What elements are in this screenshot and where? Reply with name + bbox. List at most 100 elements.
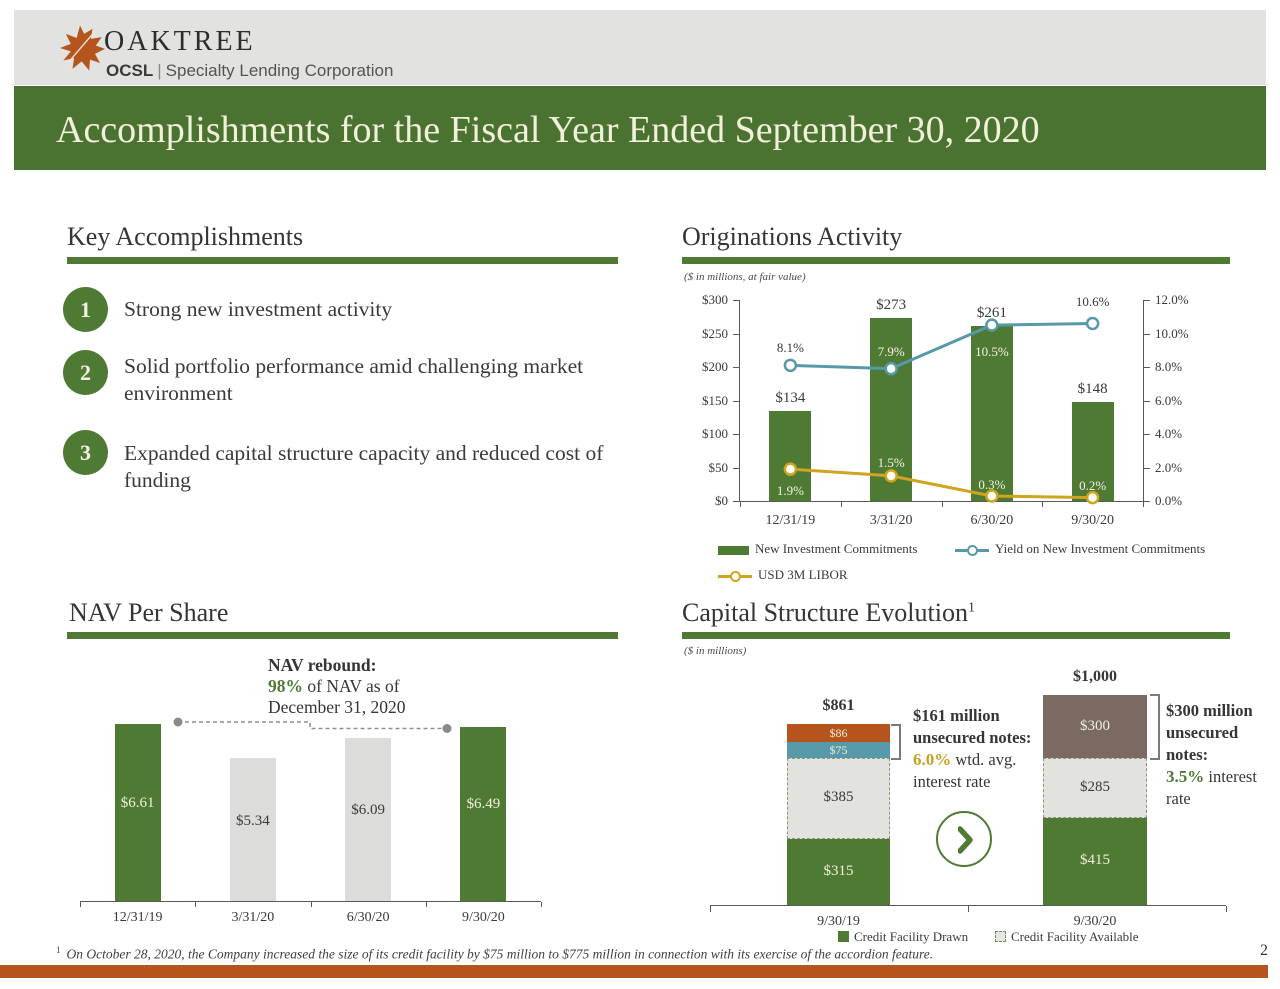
note-rate: 3.5% [1166, 767, 1205, 786]
x-axis-label: 6/30/20 [346, 910, 390, 925]
note-label: unsecured notes: [1166, 723, 1239, 764]
dashed-connector [178, 721, 447, 730]
x-axis-tick [541, 902, 542, 907]
callout-date: December 31, 2020 [268, 697, 406, 717]
orig-bar [970, 326, 1013, 501]
line-marker [985, 489, 999, 503]
originations-chart: $134 $273 $261 $148 $300 12.0% $250 10.0% $200 8.… [702, 292, 1189, 528]
line-path [790, 467, 1093, 500]
legend-new-investment-commitments: New Investment Commitments [718, 541, 917, 557]
line-marker [1085, 316, 1100, 331]
right-axis-label: 10.0% [1155, 325, 1189, 341]
bar-total-value: $1,000 [1073, 668, 1117, 685]
unsecured-notes-300-callout: $300 million unsecured notes: 3.5% inter… [1166, 700, 1280, 810]
nav-bar [229, 758, 276, 901]
teal-line-swatch-icon [955, 544, 989, 556]
x-axis-tick [1226, 906, 1227, 912]
capital-rule [682, 632, 1230, 639]
orig-bar-value: $261 [976, 305, 1007, 322]
x-axis-tick [968, 906, 969, 912]
left-axis-tick [733, 333, 739, 335]
right-axis-line [1143, 300, 1144, 501]
left-axis-line [739, 300, 740, 501]
note-amount: $300 million [1166, 701, 1253, 720]
legend-yield: Yield on New Investment Commitments [955, 541, 1205, 557]
connector-dot [173, 717, 183, 727]
left-axis-tick [733, 467, 739, 469]
segment-value: $86 [829, 726, 848, 741]
orig-bar [1071, 401, 1114, 501]
nav-rule [67, 632, 618, 639]
accomplishment-number-1: 1 [63, 287, 108, 332]
capital-subtitle: ($ in millions) [684, 645, 747, 657]
x-axis-tick [310, 902, 312, 907]
right-axis-tick [1144, 367, 1150, 368]
page-number: 2 [1260, 942, 1268, 959]
nav-bar-value: $6.61 [120, 794, 155, 811]
line-value-label: 0.2% [1079, 477, 1107, 493]
x-axis-label: 9/30/19 [817, 914, 860, 929]
stack-segment [787, 758, 890, 839]
capital-heading-footref: 1 [967, 600, 975, 616]
accomplishment-number-3: 3 [63, 430, 108, 475]
originations-subtitle: ($ in millions, at fair value) [684, 271, 806, 283]
callout-percent: 98% [268, 676, 303, 696]
segment-value: $300 [1080, 717, 1110, 734]
originations-heading: Originations Activity [682, 222, 903, 251]
note-rate-text2: interest rate [913, 772, 991, 791]
brand-subtitle: OCSL | Specialty Lending Corporation [106, 61, 393, 81]
line-marker [1085, 490, 1100, 505]
nav-bar-value: $6.09 [351, 802, 385, 819]
right-axis-label: 12.0% [1155, 292, 1189, 307]
left-axis-tick [733, 367, 739, 368]
note-amount: $161 million [913, 706, 1000, 725]
orig-bar-value: $134 [775, 390, 806, 407]
x-axis-label: 6/30/20 [970, 513, 1014, 528]
x-axis-label: 9/30/20 [1073, 914, 1117, 929]
left-axis-label: $0 [715, 493, 728, 508]
legend-credit-facility-drawn: Credit Facility Drawn [838, 929, 968, 945]
right-axis-tick [1144, 434, 1150, 435]
bottom-axis-tick [740, 502, 741, 507]
capital-heading: Capital Structure Evolution1 [682, 598, 975, 628]
dashed-square-swatch-icon [995, 931, 1006, 942]
bar-total-value: $861 [822, 697, 855, 715]
nav-rebound-connector [173, 717, 452, 733]
stack-segment [1043, 695, 1147, 758]
bottom-axis-tick [1143, 502, 1144, 507]
x-axis-tick [425, 902, 427, 907]
nav-bar [345, 738, 392, 901]
segment-value: $315 [823, 862, 854, 879]
nav-bar [460, 727, 507, 901]
right-axis-tick [1144, 333, 1150, 335]
stack-segment [787, 838, 890, 905]
legend-libor: USD 3M LIBOR [718, 567, 848, 583]
line-marker [884, 469, 898, 483]
note-rate-text: wtd. avg. [951, 750, 1017, 769]
right-axis-label: 0.0% [1155, 493, 1183, 508]
x-axis-label: 9/30/20 [1071, 513, 1115, 528]
segment-value: $75 [829, 743, 848, 758]
x-axis-label: 3/31/20 [231, 910, 275, 925]
nav-rebound-callout: NAV rebound: 98% of NAV as of December 3… [268, 655, 406, 718]
callout-title: NAV rebound: [268, 655, 377, 675]
footnote-text: On October 28, 2020, the Company increas… [66, 946, 934, 962]
note-rate-text2: rate [1166, 789, 1191, 808]
legend-label: New Investment Commitments [755, 541, 918, 556]
connector-dot [442, 724, 452, 733]
left-axis-label: $250 [702, 325, 728, 341]
right-axis-label: 2.0% [1155, 459, 1183, 475]
line-value-label: 10.5% [975, 344, 1009, 360]
note-rate-text: interest [1204, 767, 1257, 786]
right-axis-tick [1144, 300, 1150, 301]
x-axis-label: 12/31/19 [765, 513, 816, 528]
left-axis-tick [733, 300, 739, 301]
x-axis-label: 9/30/20 [461, 910, 505, 925]
footnote-superscript: 1 [56, 945, 61, 955]
left-axis-tick [733, 501, 739, 502]
x-axis-tick [80, 902, 81, 907]
bottom-accent-bar [0, 965, 1268, 978]
separator: | [157, 61, 162, 80]
nav-bar-value: $5.34 [236, 813, 270, 830]
bottom-axis-line [739, 501, 1144, 502]
